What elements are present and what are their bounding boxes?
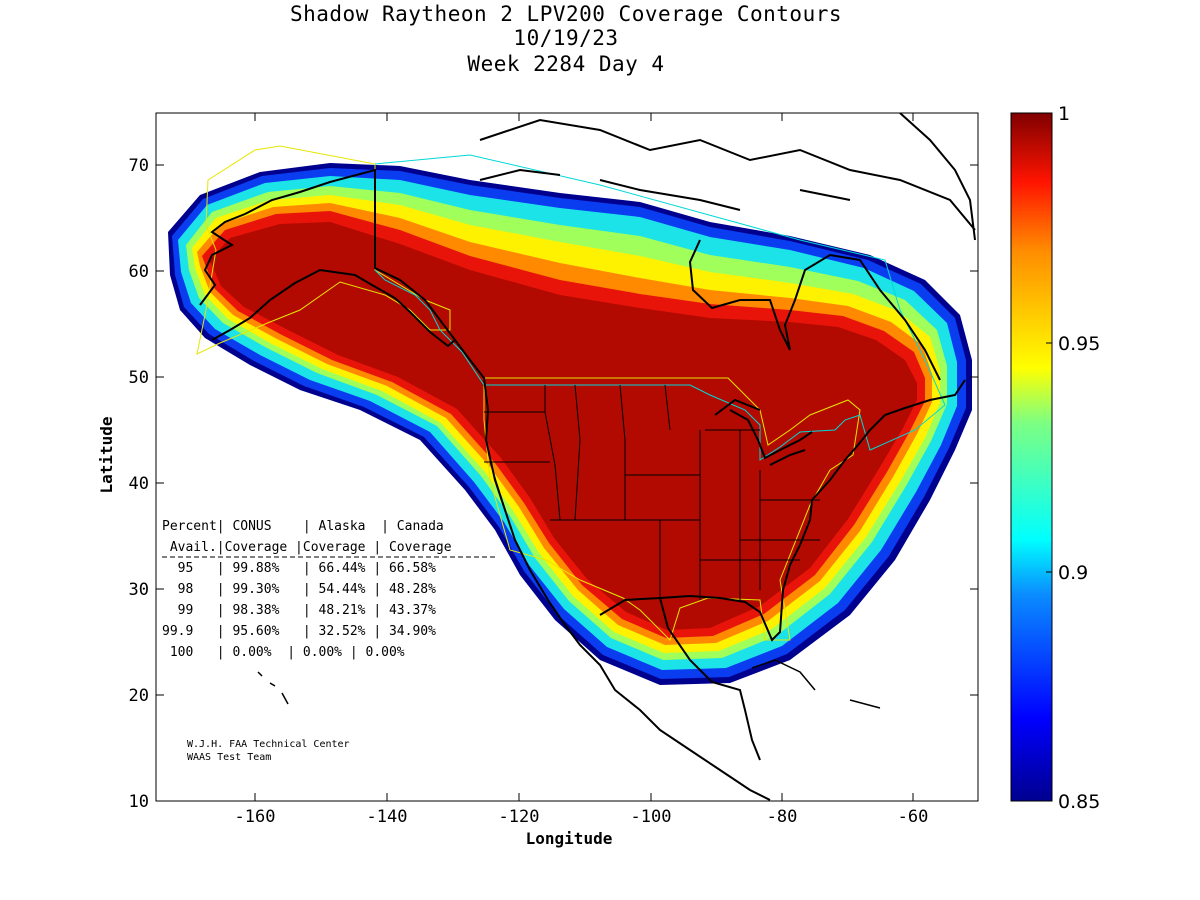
credit-block: W.J.H. FAA Technical Center WAAS Test Te… — [187, 739, 350, 763]
x-tick-marks — [254, 113, 914, 801]
x-tick-label: -140 — [367, 807, 408, 827]
x-tick-label: -160 — [235, 807, 276, 827]
stats-header-1: Percent| CONUS | Alaska | Canada — [162, 519, 444, 534]
stats-row: 95 | 99.88% | 66.44% | 66.58% — [162, 561, 436, 576]
y-tick-marks — [156, 164, 978, 802]
coastlines — [199, 113, 976, 801]
x-tick-label: -100 — [631, 807, 672, 827]
arctic-islands — [479, 118, 976, 231]
colorbar-label: 0.9 — [1058, 562, 1088, 584]
canada-border-line — [374, 154, 946, 461]
colorbar-label: 1 — [1058, 103, 1070, 125]
stats-row: 98 | 99.30% | 54.44% | 48.28% — [162, 582, 436, 597]
coverage-stats-table: Percent| CONUS | Alaska | Canada Avail.|… — [162, 519, 495, 660]
y-tick-labels: 10 20 30 40 50 60 70 — [129, 156, 149, 812]
hudson-bay-coast — [688, 239, 941, 381]
y-tick-label: 10 — [129, 792, 149, 812]
y-tick-label: 30 — [129, 580, 149, 600]
axis-ticks — [156, 113, 978, 802]
conus-service-volume — [483, 377, 861, 641]
greenland-coast — [899, 113, 976, 241]
cuba-coast — [751, 659, 881, 709]
state-boundaries — [484, 384, 820, 600]
plot-frame — [155, 112, 979, 802]
y-tick-label: 60 — [129, 262, 149, 282]
y-tick-label: 70 — [129, 156, 149, 176]
x-axis-label: Longitude — [526, 829, 613, 848]
pacific-coast — [454, 339, 771, 801]
y-tick-label: 40 — [129, 474, 149, 494]
colorbar — [1010, 112, 1053, 802]
x-tick-label: -80 — [767, 807, 798, 827]
credit-line-1: W.J.H. FAA Technical Center — [187, 739, 350, 750]
chart-title: Shadow Raytheon 2 LPV200 Coverage Contou… — [289, 2, 842, 26]
great-lakes — [714, 398, 813, 466]
chart-date: 10/19/23 — [513, 26, 619, 50]
stats-header-2: Avail.|Coverage |Coverage | Coverage — [162, 540, 452, 555]
state-lines — [484, 384, 820, 600]
x-tick-label: -120 — [499, 807, 540, 827]
credit-line-2: WAAS Test Team — [187, 752, 271, 763]
gulf-and-atlantic-coast — [599, 379, 966, 642]
x-tick-labels: -160 -140 -120 -100 -80 -60 — [235, 807, 929, 827]
chart-week-day: Week 2284 Day 4 — [467, 52, 665, 76]
y-tick-label: 20 — [129, 686, 149, 706]
alaska-coastline — [199, 168, 457, 348]
stats-row: 99 | 98.38% | 48.21% | 43.37% — [162, 603, 436, 618]
mexico-yucatan-coast — [659, 597, 761, 761]
colorbar-ticks — [1046, 342, 1052, 573]
colorbar-label: 0.95 — [1058, 333, 1100, 355]
colorbar-label: 0.85 — [1058, 791, 1100, 813]
stats-row: 100 | 0.00% | 0.00% | 0.00% — [162, 645, 405, 660]
hawaii-islands — [257, 671, 289, 705]
stats-row: 99.9 | 95.60% | 32.52% | 34.90% — [162, 624, 436, 639]
coverage-contours — [168, 163, 972, 685]
colorbar-labels: 1 0.95 0.9 0.85 — [1058, 103, 1100, 813]
y-tick-label: 50 — [129, 368, 149, 388]
x-tick-label: -60 — [898, 807, 929, 827]
y-axis-label: Latitude — [97, 416, 116, 493]
